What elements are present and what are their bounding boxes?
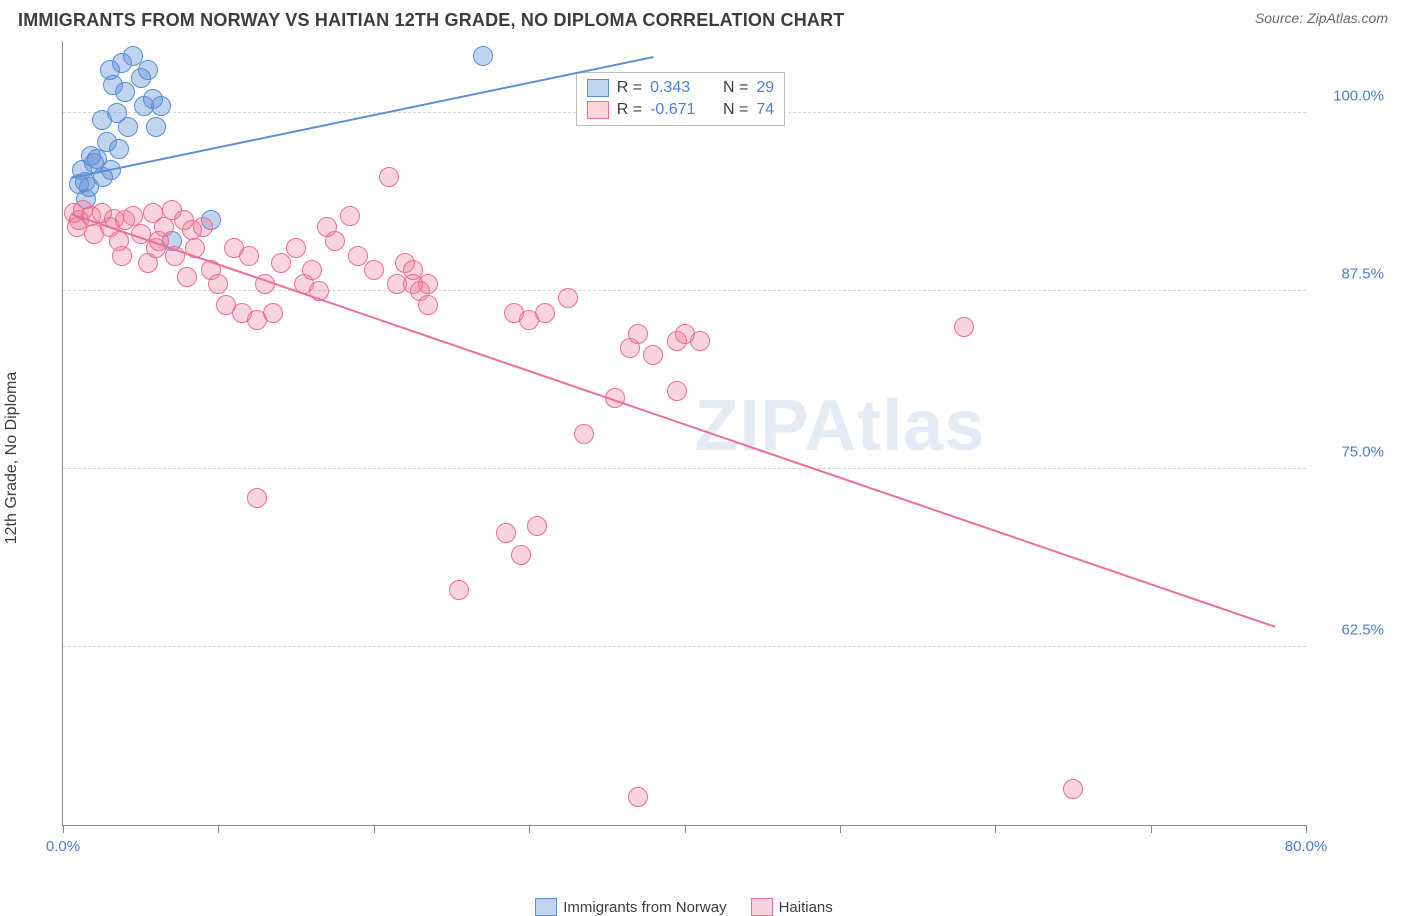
x-axis-min-label: 0.0%	[46, 838, 80, 855]
stats-row: R = 0.343 N = 29	[587, 77, 774, 99]
data-point	[511, 545, 531, 565]
data-point	[154, 217, 174, 237]
r-value: 0.343	[650, 79, 706, 97]
source-label: Source: ZipAtlas.com	[1255, 10, 1388, 26]
data-point	[473, 46, 493, 66]
plot-area: 0.0% 80.0% 62.5%75.0%87.5%100.0%ZIPAtlas…	[62, 42, 1306, 826]
watermark: ZIPAtlas	[695, 385, 986, 467]
data-point	[418, 274, 438, 294]
data-point	[193, 217, 213, 237]
data-point	[138, 60, 158, 80]
r-label: R =	[617, 79, 642, 97]
y-axis-label: 12th Grade, No Diploma	[3, 372, 21, 545]
trendline	[70, 213, 1275, 628]
data-point	[954, 317, 974, 337]
data-point	[379, 167, 399, 187]
data-point	[690, 331, 710, 351]
x-tick	[529, 825, 530, 833]
data-point	[449, 580, 469, 600]
data-point	[208, 274, 228, 294]
data-point	[628, 324, 648, 344]
data-point	[643, 345, 663, 365]
n-label: N =	[714, 101, 748, 119]
data-point	[177, 267, 197, 287]
legend-label: Immigrants from Norway	[563, 899, 726, 916]
data-point	[1063, 779, 1083, 799]
data-point	[667, 381, 687, 401]
legend-item: Immigrants from Norway	[535, 898, 726, 916]
data-point	[115, 82, 135, 102]
y-tick-label: 87.5%	[1314, 266, 1384, 283]
x-axis-max-label: 80.0%	[1285, 838, 1328, 855]
gridline	[63, 646, 1306, 647]
x-tick	[63, 825, 64, 833]
data-point	[574, 424, 594, 444]
data-point	[418, 295, 438, 315]
data-point	[496, 523, 516, 543]
data-point	[558, 288, 578, 308]
chart-container: 12th Grade, No Diploma 0.0% 80.0% 62.5%7…	[18, 42, 1388, 874]
data-point	[340, 206, 360, 226]
data-point	[325, 231, 345, 251]
x-tick	[1151, 825, 1152, 833]
data-point	[109, 139, 129, 159]
data-point	[263, 303, 283, 323]
gridline	[63, 290, 1306, 291]
data-point	[364, 260, 384, 280]
legend-label: Haitians	[779, 899, 833, 916]
data-point	[123, 206, 143, 226]
data-point	[628, 787, 648, 807]
data-point	[527, 516, 547, 536]
data-point	[286, 238, 306, 258]
x-tick	[218, 825, 219, 833]
data-point	[118, 117, 138, 137]
y-tick-label: 100.0%	[1314, 88, 1384, 105]
data-point	[151, 96, 171, 116]
x-tick	[374, 825, 375, 833]
data-point	[112, 246, 132, 266]
gridline	[63, 468, 1306, 469]
data-point	[239, 246, 259, 266]
stats-box: R = 0.343 N = 29R = -0.671 N = 74	[576, 72, 785, 126]
n-value: 29	[756, 79, 774, 97]
data-point	[302, 260, 322, 280]
x-tick	[1306, 825, 1307, 833]
n-value: 74	[756, 101, 774, 119]
n-label: N =	[714, 79, 748, 97]
chart-title: IMMIGRANTS FROM NORWAY VS HAITIAN 12TH G…	[18, 10, 845, 31]
legend: Immigrants from Norway Haitians	[62, 898, 1306, 916]
x-tick	[840, 825, 841, 833]
data-point	[247, 488, 267, 508]
data-point	[271, 253, 291, 273]
legend-item: Haitians	[751, 898, 833, 916]
r-label: R =	[617, 101, 642, 119]
y-tick-label: 62.5%	[1314, 622, 1384, 639]
data-point	[146, 117, 166, 137]
y-tick-label: 75.0%	[1314, 444, 1384, 461]
data-point	[535, 303, 555, 323]
stats-swatch-icon	[587, 79, 609, 97]
r-value: -0.671	[650, 101, 706, 119]
legend-swatch-icon	[751, 898, 773, 916]
legend-swatch-icon	[535, 898, 557, 916]
stats-row: R = -0.671 N = 74	[587, 99, 774, 121]
stats-swatch-icon	[587, 101, 609, 119]
x-tick	[995, 825, 996, 833]
x-tick	[685, 825, 686, 833]
